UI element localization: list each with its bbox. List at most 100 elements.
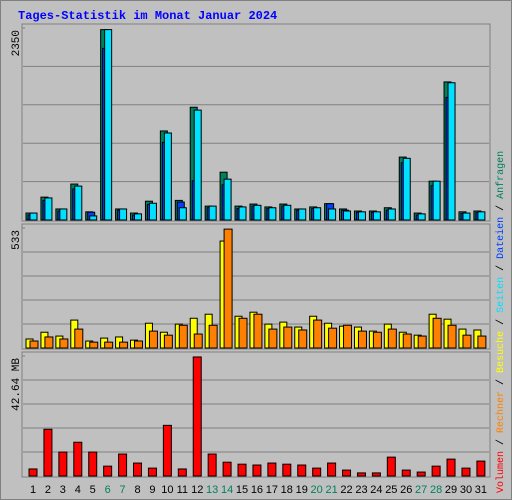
bar <box>343 210 352 221</box>
x-tick-label: 5 <box>90 484 96 496</box>
bar <box>134 213 143 221</box>
legend-entry: Seiten <box>495 277 507 313</box>
bar <box>74 328 84 349</box>
x-tick-label: 23 <box>355 484 367 496</box>
legend: Volumen / Rechner / Besuche / Seiten / D… <box>495 151 507 493</box>
x-tick-label: 28 <box>430 484 442 496</box>
bar <box>252 464 262 477</box>
bar <box>134 340 144 349</box>
bar <box>387 208 396 221</box>
bar <box>357 330 367 349</box>
bar <box>237 463 247 477</box>
legend-entry: Anfragen <box>495 151 507 199</box>
bar <box>88 451 98 477</box>
bar <box>342 469 352 477</box>
bar <box>386 456 396 477</box>
legend-entry: Dateien <box>495 217 507 259</box>
x-tick-label: 15 <box>236 484 248 496</box>
x-tick-label: 18 <box>281 484 293 496</box>
y-tick-label: 533 <box>11 230 23 250</box>
bar <box>222 461 232 477</box>
bar <box>28 468 38 477</box>
bar <box>283 204 292 221</box>
bar <box>312 467 322 477</box>
x-tick-label: 8 <box>134 484 140 496</box>
bar <box>461 467 471 477</box>
bar <box>44 336 54 349</box>
bar <box>238 317 248 349</box>
bar <box>298 208 307 221</box>
bar <box>253 313 263 349</box>
bar <box>372 211 381 221</box>
bar <box>372 331 382 349</box>
x-tick-label: 17 <box>266 484 278 496</box>
bar <box>356 472 366 477</box>
x-tick-label: 22 <box>340 484 352 496</box>
bar <box>313 319 323 349</box>
bar <box>267 462 277 477</box>
bar <box>283 326 293 349</box>
bar <box>104 341 114 349</box>
bar <box>417 213 426 221</box>
bar <box>58 451 68 477</box>
x-tick-label: 25 <box>385 484 397 496</box>
bar <box>193 109 202 221</box>
y-tick-label: 42.64 MB <box>11 358 23 411</box>
legend-separator: / <box>495 313 507 331</box>
bar <box>178 207 187 221</box>
bar <box>462 212 471 221</box>
bar <box>89 215 98 221</box>
bar <box>208 205 217 221</box>
bar <box>328 208 337 221</box>
bar <box>447 324 457 349</box>
bar <box>416 471 426 477</box>
x-tick-label: 21 <box>325 484 337 496</box>
bar <box>447 82 456 221</box>
bar <box>208 324 218 349</box>
x-tick-label: 2 <box>45 484 51 496</box>
bar <box>328 327 338 349</box>
legend-separator: / <box>495 259 507 277</box>
bar <box>223 178 232 221</box>
bar <box>207 453 217 477</box>
bar <box>118 453 128 477</box>
x-tick-label: 26 <box>400 484 412 496</box>
bar <box>402 157 411 221</box>
bar <box>387 328 397 349</box>
x-tick-label: 20 <box>311 484 323 496</box>
bar <box>268 207 277 221</box>
bar <box>119 341 129 349</box>
x-tick-label: 1 <box>30 484 36 496</box>
bar <box>446 458 456 477</box>
bar <box>43 428 53 477</box>
bar <box>477 211 486 221</box>
bar <box>89 341 99 349</box>
bar <box>178 324 188 349</box>
bar <box>74 185 83 221</box>
bar <box>162 424 172 477</box>
x-tick-label: 24 <box>370 484 382 496</box>
bar <box>103 465 113 477</box>
bar <box>59 338 69 349</box>
x-tick-label: 31 <box>475 484 487 496</box>
legend-separator: / <box>495 433 507 451</box>
bar <box>357 211 366 221</box>
legend-entry: Besuche <box>495 331 507 373</box>
panel <box>21 351 491 478</box>
legend-entry: Rechner <box>495 391 507 433</box>
bar <box>401 469 411 477</box>
bar <box>29 340 39 349</box>
legend-separator: / <box>495 199 507 217</box>
x-tick-label: 14 <box>221 484 233 496</box>
x-tick-label: 7 <box>120 484 126 496</box>
bar <box>432 180 441 221</box>
bar <box>402 333 412 349</box>
x-tick-label: 10 <box>161 484 173 496</box>
bar <box>238 206 247 221</box>
x-tick-label: 16 <box>251 484 263 496</box>
bar <box>59 208 68 221</box>
legend-separator: / <box>495 373 507 391</box>
x-tick-label: 3 <box>60 484 66 496</box>
legend-entry: Volumen <box>495 451 507 493</box>
x-tick-label: 29 <box>445 484 457 496</box>
